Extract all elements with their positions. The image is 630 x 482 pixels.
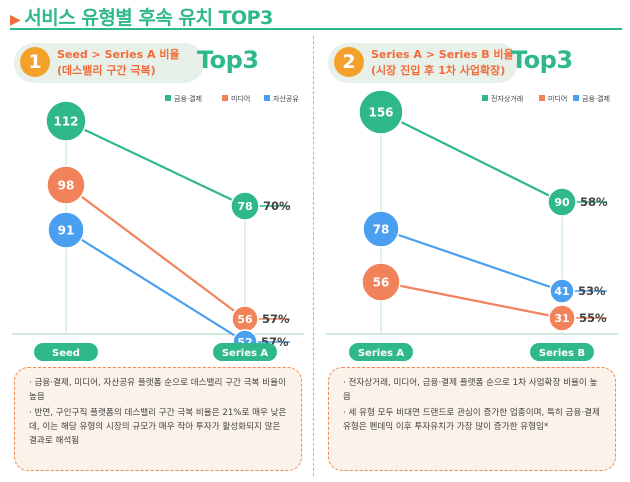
legend-label: 전자상거래 [491, 94, 523, 103]
category-pill [213, 343, 277, 361]
title-divider [10, 28, 622, 30]
data-label: 78 [373, 223, 390, 237]
legend-label: 미디어 [548, 94, 567, 103]
series-line [65, 120, 246, 207]
triangle-icon: ▶ [10, 12, 21, 28]
ratio-label: 55% [579, 311, 607, 325]
panel-seed-series-a: 1 Seed > Series A 비율 (데스밸리 구간 극복) Top3 금… [8, 36, 308, 476]
data-point [549, 278, 575, 304]
ratio-label: 53% [578, 284, 606, 298]
note-text: · 금융·결제, 미디어, 자산공유 플랫폼 순으로 데스밸리 구간 극복 비율… [29, 378, 286, 402]
legend-swatch [264, 95, 270, 101]
legend-label: 금융·결제 [174, 94, 202, 103]
legend-label: 미디어 [231, 94, 250, 103]
column-divider [313, 36, 314, 476]
note-text: · 반면, 구인구직 플랫폼의 데스밸리 구간 극복 비율은 21%로 매우 낮… [29, 408, 287, 446]
legend-label: 금융·결제 [582, 94, 610, 103]
slope-chart-series-a-series-b: 전자상거래 미디어 금융·결제 156 90 58% 56 31 55% 78 41 53% Serie… [326, 90, 618, 361]
top3-label: Top3 [197, 46, 259, 74]
top3-label: Top3 [511, 46, 573, 74]
panel-subheading: (데스밸리 구간 극복) [57, 64, 156, 77]
data-label: 91 [58, 224, 75, 238]
page-title: ▶ 서비스 유형별 후속 유치 TOP3 [10, 3, 273, 30]
series-line [65, 184, 246, 320]
note-text: · 세 유형 모두 비대면 드랜드로 관심이 증가한 업종이며, 특히 금융·결… [343, 408, 600, 432]
category-pill [530, 343, 594, 361]
panel-heading: Series A > Series B 비율 [371, 48, 514, 61]
note-text: · 전자상거래, 미디어, 금융·결제 플랫폼 순으로 1차 사업확장 비율이 … [343, 378, 598, 402]
note-box: · 전자상거래, 미디어, 금융·결제 플랫폼 순으로 1차 사업확장 비율이 … [328, 367, 616, 471]
ratio-label: 58% [580, 195, 608, 209]
series-line [380, 280, 563, 320]
data-point [547, 187, 577, 217]
category-label: Series B [539, 348, 585, 359]
series-line [65, 229, 246, 343]
data-label: 41 [554, 285, 569, 298]
category-label: Series A [222, 348, 269, 359]
panel-heading: Seed > Series A 비율 [57, 48, 180, 61]
data-label: 90 [554, 196, 570, 209]
ratio-label: 57% [262, 312, 290, 326]
panel-number-badge: 2 [334, 47, 364, 77]
category-label: Series A [358, 348, 405, 359]
data-point [46, 165, 86, 205]
category-pill [34, 343, 98, 361]
data-label: 112 [53, 115, 78, 129]
data-point [361, 262, 401, 302]
legend-swatch [573, 95, 579, 101]
data-label: 78 [237, 200, 252, 213]
panel-header: 1 Seed > Series A 비율 (데스밸리 구간 극복) Top3 [14, 39, 302, 89]
category-pill [349, 343, 413, 361]
legend-swatch [482, 95, 488, 101]
legend-label: 자산공유 [273, 94, 299, 103]
data-label: 156 [368, 106, 393, 120]
series-line [380, 227, 563, 293]
data-point [45, 100, 87, 142]
data-label: 98 [58, 179, 75, 193]
data-point [548, 304, 576, 332]
data-label: 31 [554, 312, 569, 325]
series-line [380, 111, 563, 203]
category-label: Seed [52, 348, 80, 359]
data-point [358, 90, 404, 135]
legend-swatch [539, 95, 545, 101]
panel-number-badge: 1 [20, 47, 50, 77]
panel-series-a-series-b: 2 Series A > Series B 비율 (시장 진입 후 1차 사업확… [322, 36, 622, 476]
data-label: 56 [237, 313, 253, 326]
data-point [362, 210, 400, 248]
legend-swatch [165, 95, 171, 101]
note-box: · 금융·결제, 미디어, 자산공유 플랫폼 순으로 데스밸리 구간 극복 비율… [14, 367, 302, 471]
data-point [230, 191, 260, 221]
data-label: 56 [373, 276, 390, 290]
legend-swatch [222, 95, 228, 101]
panel-subheading: (시장 진입 후 1차 사업확장) [371, 64, 506, 77]
ratio-label: 70% [263, 199, 291, 213]
page-title-text: 서비스 유형별 후속 유치 TOP3 [24, 7, 273, 29]
panel-header: 2 Series A > Series B 비율 (시장 진입 후 1차 사업확… [328, 39, 616, 89]
data-point [47, 211, 85, 249]
